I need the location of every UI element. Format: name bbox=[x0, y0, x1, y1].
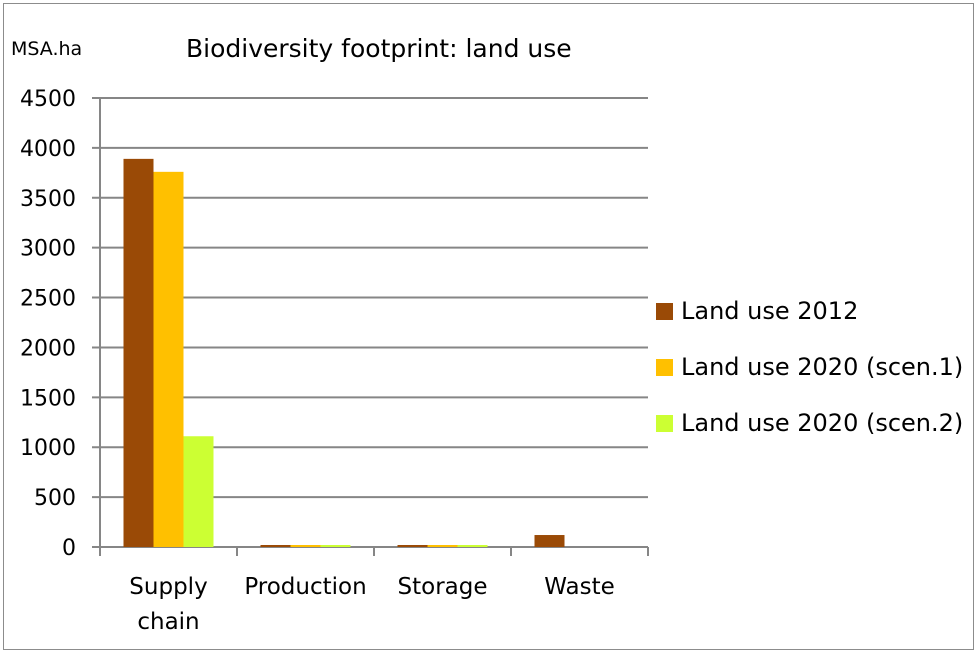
legend-label: Land use 2020 (scen.2) bbox=[681, 409, 964, 437]
bar bbox=[457, 545, 488, 547]
bar bbox=[183, 436, 214, 547]
legend-swatch bbox=[656, 302, 673, 320]
bar bbox=[260, 545, 291, 547]
y-tick-label: 500 bbox=[34, 486, 76, 511]
legend-label: Land use 2020 (scen.1) bbox=[681, 353, 964, 381]
x-tick-label: Supply bbox=[129, 574, 207, 600]
bar bbox=[320, 545, 351, 547]
x-tick-label: Storage bbox=[398, 574, 488, 600]
y-tick-label: 2000 bbox=[20, 336, 76, 361]
y-tick-label: 1000 bbox=[20, 436, 76, 461]
bar bbox=[153, 171, 184, 547]
y-tick-label: 4000 bbox=[20, 137, 76, 162]
bar bbox=[123, 158, 154, 547]
legend-item: Land use 2020 (scen.2) bbox=[656, 409, 963, 437]
legend-swatch bbox=[656, 358, 673, 376]
bar bbox=[290, 545, 321, 547]
x-tick-label: chain bbox=[137, 609, 199, 635]
y-tick-label: 0 bbox=[62, 536, 76, 561]
x-tick-label: Production bbox=[244, 574, 366, 600]
x-tick-label: Waste bbox=[544, 574, 615, 600]
y-axis-label: MSA.ha bbox=[11, 38, 83, 60]
y-tick-label: 4500 bbox=[20, 87, 76, 112]
legend-item: Land use 2020 (scen.1) bbox=[656, 353, 963, 381]
chart-title: Biodiversity footprint: land use bbox=[186, 34, 572, 63]
y-tick-label: 3500 bbox=[20, 187, 76, 212]
y-tick-label: 3000 bbox=[20, 237, 76, 262]
legend-swatch bbox=[656, 414, 673, 432]
bar bbox=[427, 545, 458, 547]
legend-label: Land use 2012 bbox=[681, 297, 859, 325]
bar bbox=[534, 535, 565, 547]
bar bbox=[397, 545, 428, 547]
chart-frame bbox=[3, 3, 974, 650]
y-tick-label: 1500 bbox=[20, 386, 76, 411]
legend-item: Land use 2012 bbox=[656, 297, 858, 325]
y-tick-label: 2500 bbox=[20, 287, 76, 312]
